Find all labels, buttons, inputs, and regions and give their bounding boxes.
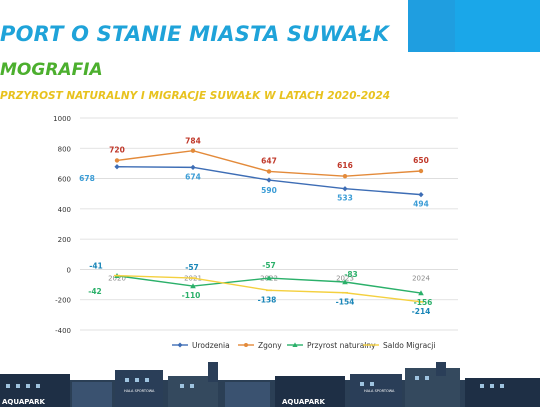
y-tick-label: 1000: [53, 115, 71, 123]
legend-entry: Zgony: [258, 341, 282, 350]
skyline-building: [115, 370, 163, 407]
chart-series: [114, 148, 424, 303]
skyline-building: [350, 374, 402, 407]
data-label: -83: [344, 270, 358, 279]
skyline-building: [465, 378, 540, 407]
skyline-label: HALA SPORTOWA: [124, 389, 155, 393]
data-point-marker: [266, 169, 272, 174]
skyline-label: HALA SPORTOWA: [364, 389, 395, 393]
chart-data-labels: 678 674 590 533 494 720 784 647 616 650 -42 -110 -57…: [79, 137, 432, 316]
y-tick-label: 800: [58, 145, 71, 153]
data-point-marker: [190, 164, 196, 170]
data-label: 494: [413, 200, 429, 209]
skyline-building: [0, 374, 70, 407]
y-tick-label: -200: [55, 297, 71, 305]
data-label: -138: [258, 295, 277, 304]
legend-entry: Przyrost naturalny: [307, 341, 376, 350]
data-label: 674: [185, 172, 201, 181]
data-label: -214: [412, 307, 431, 316]
page-title: PORT O STANIE MIASTA SUWAŁK: [0, 22, 390, 46]
data-point-marker: [418, 168, 424, 174]
legend-marker: [177, 342, 183, 348]
skyline-building: [72, 382, 112, 407]
skyline-building: [275, 376, 345, 407]
y-tick-label: 400: [58, 206, 71, 214]
legend-marker: [244, 343, 248, 347]
skyline-building: [405, 368, 460, 407]
chart-subtitle: PRZYROST NATURALNY I MIGRACJE SUWAŁK W L…: [0, 90, 391, 102]
data-label: 590: [261, 186, 277, 195]
data-label: -57: [262, 261, 276, 270]
data-label: -42: [88, 287, 102, 296]
section-title: MOGRAFIA: [0, 60, 103, 80]
data-label: 533: [337, 194, 353, 203]
data-point-marker: [114, 158, 120, 163]
y-tick-label: 600: [58, 176, 71, 184]
skyline-label: AQUAPARK: [282, 398, 326, 406]
x-tick-label: 2023: [336, 274, 354, 282]
skyline-tower: [436, 362, 446, 376]
data-label: -41: [89, 262, 103, 271]
chart-legend: Urodzenia Zgony Przyrost naturalny Saldo Mi…: [172, 341, 435, 350]
data-point-marker: [342, 279, 348, 285]
data-label: -110: [182, 291, 201, 300]
data-label: 784: [185, 137, 201, 146]
data-point-marker: [190, 148, 196, 153]
skyline-tower: [208, 362, 218, 382]
data-point-marker: [418, 290, 424, 296]
city-skyline-illustration: AQUAPARK HALA SPORTOWA AQUAPARK HALA SPO…: [0, 362, 540, 407]
y-axis: -400 -200 0 200 400 600 800 1000: [53, 115, 71, 335]
data-label: -154: [336, 298, 355, 307]
data-label: 616: [337, 161, 353, 170]
data-label: 720: [109, 145, 125, 154]
legend-entry: Urodzenia: [192, 341, 230, 350]
header-accent-bar-right: [455, 0, 540, 52]
data-label: 650: [413, 156, 429, 165]
legend-marker: [292, 342, 298, 347]
data-point-marker: [266, 177, 272, 183]
data-point-marker: [418, 192, 424, 198]
data-point-marker: [190, 283, 196, 289]
data-point-marker: [266, 275, 272, 281]
data-label: -57: [185, 263, 199, 272]
legend-entry: Saldo Migracji: [383, 341, 435, 350]
x-tick-label: 2020: [108, 274, 126, 282]
y-tick-label: -400: [55, 327, 71, 335]
data-label: 647: [261, 156, 277, 165]
data-point-marker: [342, 186, 348, 192]
y-tick-label: 200: [58, 236, 71, 244]
data-label: 678: [79, 174, 95, 183]
skyline-label: AQUAPARK: [2, 398, 46, 406]
x-tick-label: 2024: [412, 274, 430, 282]
data-point-marker: [114, 164, 120, 170]
data-label: -156: [414, 298, 433, 307]
skyline-building: [225, 382, 270, 407]
y-tick-label: 0: [67, 266, 71, 274]
data-point-marker: [342, 173, 348, 179]
skyline-windows: [6, 376, 504, 388]
